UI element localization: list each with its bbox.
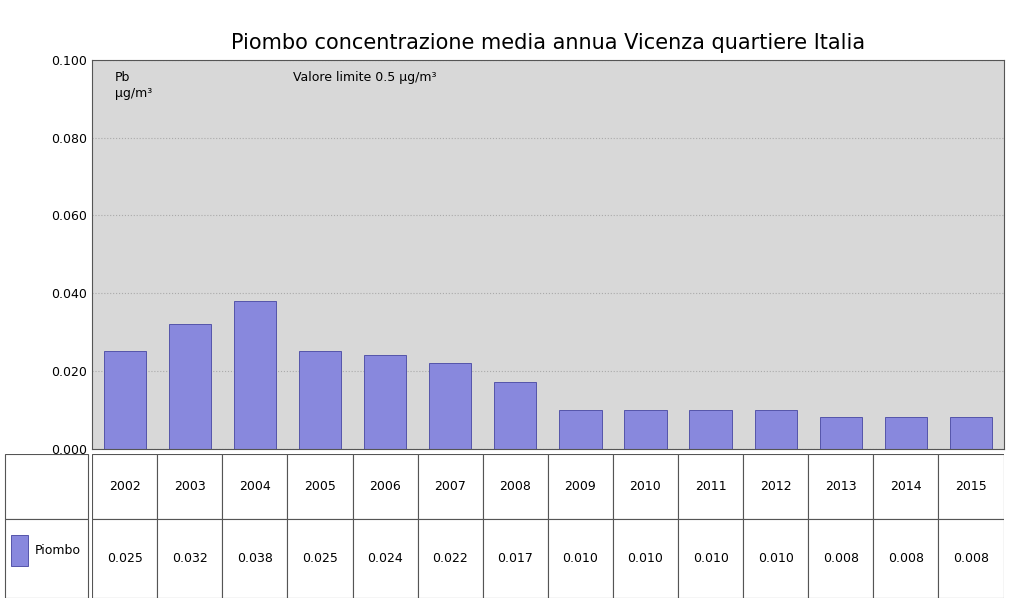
Bar bbox=[288, 454, 352, 519]
Bar bbox=[885, 417, 927, 448]
Bar bbox=[169, 324, 211, 448]
Bar bbox=[158, 519, 222, 598]
Text: 0.010: 0.010 bbox=[562, 552, 598, 565]
Bar bbox=[938, 454, 1004, 519]
Text: 2012: 2012 bbox=[760, 480, 792, 493]
Bar bbox=[548, 454, 613, 519]
Text: 2005: 2005 bbox=[304, 480, 336, 493]
Text: Pb
μg/m³: Pb μg/m³ bbox=[115, 72, 153, 100]
Text: 2011: 2011 bbox=[694, 480, 726, 493]
Text: 2004: 2004 bbox=[239, 480, 270, 493]
Bar bbox=[808, 519, 873, 598]
Title: Piombo concentrazione media annua Vicenza quartiere Italia: Piombo concentrazione media annua Vicenz… bbox=[230, 33, 865, 53]
Text: 0.008: 0.008 bbox=[953, 552, 989, 565]
Bar bbox=[625, 410, 667, 448]
Text: 0.017: 0.017 bbox=[498, 552, 534, 565]
Bar bbox=[613, 519, 678, 598]
Bar bbox=[158, 454, 222, 519]
Bar bbox=[222, 454, 288, 519]
Text: 2008: 2008 bbox=[500, 480, 531, 493]
Text: 0.008: 0.008 bbox=[822, 552, 859, 565]
Text: 2014: 2014 bbox=[890, 480, 922, 493]
Bar bbox=[819, 417, 862, 448]
Bar bbox=[233, 301, 276, 448]
Text: 2015: 2015 bbox=[955, 480, 987, 493]
Bar bbox=[11, 535, 28, 566]
Text: 0.010: 0.010 bbox=[758, 552, 794, 565]
Bar bbox=[4, 519, 88, 598]
Bar bbox=[429, 363, 471, 448]
Text: 0.038: 0.038 bbox=[237, 552, 272, 565]
Bar bbox=[678, 519, 743, 598]
Bar bbox=[288, 519, 352, 598]
Text: 0.010: 0.010 bbox=[692, 552, 728, 565]
Bar bbox=[950, 417, 992, 448]
Bar bbox=[352, 519, 418, 598]
Bar bbox=[299, 351, 341, 448]
Text: 0.008: 0.008 bbox=[888, 552, 924, 565]
Bar bbox=[418, 454, 482, 519]
Text: 2003: 2003 bbox=[174, 480, 206, 493]
Text: 0.025: 0.025 bbox=[106, 552, 142, 565]
Text: 0.022: 0.022 bbox=[432, 552, 468, 565]
Text: 0.010: 0.010 bbox=[628, 552, 664, 565]
Bar bbox=[103, 351, 145, 448]
Bar bbox=[613, 454, 678, 519]
Text: 0.032: 0.032 bbox=[172, 552, 208, 565]
Text: 2002: 2002 bbox=[109, 480, 140, 493]
Bar bbox=[689, 410, 732, 448]
Bar bbox=[92, 454, 158, 519]
Bar bbox=[873, 454, 938, 519]
Bar bbox=[352, 454, 418, 519]
Text: 2009: 2009 bbox=[564, 480, 596, 493]
Bar bbox=[755, 410, 797, 448]
Bar bbox=[938, 519, 1004, 598]
Text: 0.025: 0.025 bbox=[302, 552, 338, 565]
Bar bbox=[743, 519, 808, 598]
Bar bbox=[743, 454, 808, 519]
Text: 2010: 2010 bbox=[630, 480, 662, 493]
Bar bbox=[559, 410, 601, 448]
Bar bbox=[4, 454, 88, 519]
Bar bbox=[92, 519, 158, 598]
Text: Piombo: Piombo bbox=[35, 544, 81, 557]
Bar bbox=[495, 383, 537, 448]
Text: Valore limite 0.5 μg/m³: Valore limite 0.5 μg/m³ bbox=[293, 72, 436, 84]
Text: 2013: 2013 bbox=[825, 480, 857, 493]
Bar bbox=[548, 519, 613, 598]
Bar bbox=[678, 454, 743, 519]
Bar bbox=[364, 355, 407, 448]
Bar bbox=[222, 519, 288, 598]
Bar bbox=[873, 519, 938, 598]
Bar bbox=[808, 454, 873, 519]
Bar bbox=[418, 519, 482, 598]
Text: 2006: 2006 bbox=[370, 480, 401, 493]
Text: 2007: 2007 bbox=[434, 480, 466, 493]
Bar bbox=[482, 519, 548, 598]
Text: 0.024: 0.024 bbox=[368, 552, 403, 565]
Bar bbox=[482, 454, 548, 519]
